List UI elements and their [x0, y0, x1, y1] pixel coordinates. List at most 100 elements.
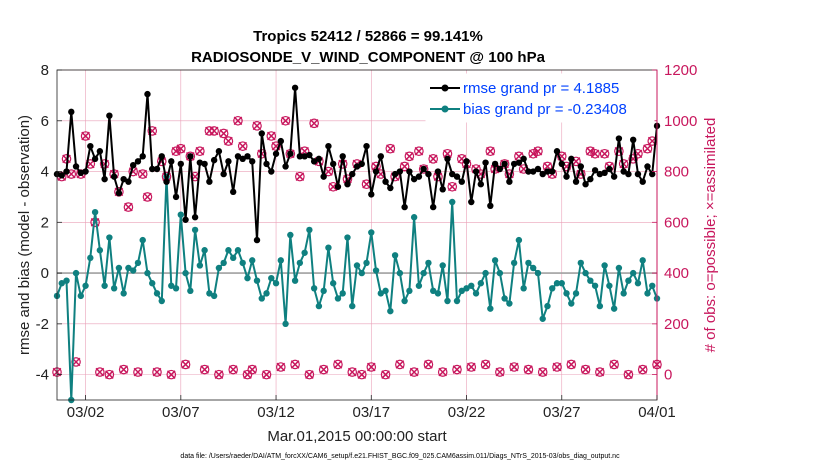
obs-assimilated-point — [643, 144, 652, 154]
obs-assimilated-point — [219, 129, 228, 138]
obs-assimilated-point — [124, 202, 133, 212]
y-axis-label-left: rmse and bias (model - observation) — [16, 115, 33, 355]
obs-assimilated-point — [447, 182, 457, 192]
rmse-point — [168, 158, 175, 165]
obs-possible-point — [566, 359, 577, 370]
obs-possible-point — [409, 367, 419, 377]
rmse-point — [191, 214, 199, 221]
obs-possible-point — [142, 192, 153, 202]
obs-possible-point — [309, 118, 319, 129]
obs-assimilated-point — [166, 370, 176, 379]
obs-assimilated-point — [233, 116, 243, 126]
obs-possible-point — [380, 369, 391, 380]
rmse-point — [310, 158, 318, 165]
bias-point — [263, 290, 270, 297]
obs-assimilated-point — [171, 146, 181, 156]
rmse-point — [401, 203, 408, 211]
bias-point — [482, 269, 489, 277]
bias-point — [320, 287, 327, 295]
bias-point — [120, 290, 127, 297]
rmse-point — [315, 155, 323, 163]
rmse-point — [582, 181, 589, 188]
bias-point — [629, 269, 637, 277]
rmse-point — [110, 173, 118, 180]
obs-possible-point — [318, 364, 329, 375]
obs-assimilated-point — [319, 365, 328, 374]
rmse-point — [291, 84, 299, 91]
rmse-point — [568, 155, 575, 163]
rmse-point — [268, 168, 275, 175]
obs-assimilated-point — [276, 362, 286, 372]
y-tick-label-left: 6 — [41, 113, 49, 130]
bias-point — [649, 282, 656, 289]
obs-assimilated-point — [176, 144, 186, 154]
bias-point — [72, 269, 80, 277]
rmse-point — [187, 153, 194, 160]
obs-assimilated-point — [324, 167, 333, 176]
rmse-point — [520, 155, 527, 163]
rmse-point — [634, 170, 642, 178]
rmse-point — [349, 170, 356, 178]
bias-point — [187, 287, 194, 295]
rmse-point — [68, 108, 75, 116]
obs-possible-point — [642, 143, 653, 154]
rmse-point — [220, 170, 227, 178]
bias-point — [201, 247, 208, 254]
obs-assimilated-point — [528, 149, 538, 159]
bias-point — [191, 226, 199, 234]
bias-point — [58, 280, 65, 287]
obs-assimilated-point — [619, 159, 628, 169]
obs-possible-point — [614, 146, 624, 157]
obs-assimilated-point — [295, 172, 305, 181]
obs-possible-point — [195, 146, 205, 157]
rmse-point — [449, 170, 456, 178]
obs-possible-point — [480, 359, 491, 370]
obs-assimilated-point — [252, 121, 262, 131]
rmse-point — [406, 168, 413, 175]
obs-assimilated-point — [424, 360, 433, 369]
rmse-point — [468, 198, 475, 206]
bias-point — [387, 307, 394, 315]
bias-point — [101, 282, 108, 289]
bias-point — [129, 267, 137, 274]
bias-point — [306, 226, 313, 234]
bias-point — [277, 257, 285, 264]
bias-point — [444, 297, 451, 305]
obs-possible-point — [466, 362, 477, 372]
bias-point — [344, 234, 351, 241]
rmse-point — [163, 178, 170, 185]
bias-point — [410, 214, 418, 221]
rmse-point — [115, 189, 123, 197]
bias-point — [396, 269, 404, 277]
bias-point — [206, 290, 213, 297]
y-tick-label-right: 200 — [664, 316, 689, 333]
bias-series-layer — [53, 173, 661, 404]
bias-point — [496, 269, 504, 277]
rmse-point — [320, 173, 327, 180]
x-tick-label: 03/07 — [162, 404, 200, 421]
obs-possible-point — [509, 362, 519, 372]
legend-rmse-label: rmse grand pr = 4.1885 — [463, 80, 619, 97]
x-tick-label: 03/12 — [257, 404, 295, 421]
rmse-point — [382, 178, 389, 185]
rmse-point — [577, 163, 585, 170]
rmse-point — [615, 135, 623, 142]
rmse-point — [420, 165, 427, 173]
obs-possible-point — [252, 121, 262, 131]
obs-assimilated-point — [495, 367, 505, 377]
obs-assimilated-point — [624, 370, 633, 379]
obs-assimilated-point — [262, 370, 271, 379]
obs-possible-point — [628, 154, 638, 164]
bias-point — [96, 247, 104, 254]
rmse-point — [182, 216, 189, 223]
rmse-point — [234, 153, 242, 160]
obs-possible-point — [199, 364, 210, 375]
bias-point — [601, 262, 608, 269]
bias-point — [477, 280, 485, 287]
bias-point — [153, 290, 161, 297]
bias-point — [377, 290, 385, 297]
bias-point — [429, 287, 437, 295]
rmse-point — [144, 90, 151, 98]
bias-point — [63, 277, 70, 284]
rmse-point — [482, 159, 489, 166]
